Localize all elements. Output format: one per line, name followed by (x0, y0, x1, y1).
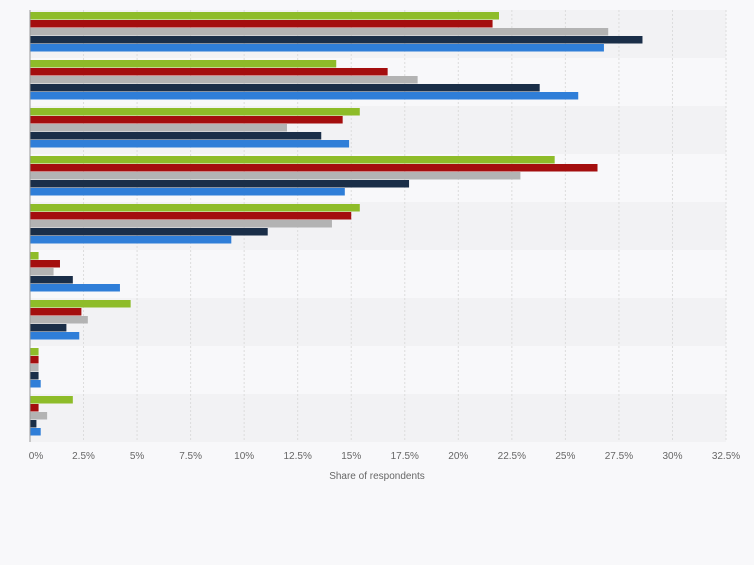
x-tick-label: 2.5% (72, 451, 95, 462)
bar[interactable] (30, 36, 643, 44)
bar[interactable] (30, 180, 410, 188)
bars (30, 12, 643, 436)
bar[interactable] (30, 260, 60, 268)
bar[interactable] (30, 324, 67, 332)
bar[interactable] (30, 308, 82, 316)
bar[interactable] (30, 316, 88, 324)
bar[interactable] (30, 228, 268, 236)
bar[interactable] (30, 20, 493, 28)
x-tick-label: 17.5% (391, 451, 419, 462)
bar[interactable] (30, 412, 48, 420)
bar[interactable] (30, 332, 80, 340)
x-tick-label: 7.5% (179, 451, 202, 462)
bar[interactable] (30, 68, 388, 76)
bar[interactable] (30, 76, 418, 84)
category-band (30, 250, 726, 298)
x-axis-ticks: 0% 2.5% 5% 7.5% 10% 12.5% 15% 17.5% 20% 22.5% 25% 2… (29, 451, 741, 462)
bar[interactable] (30, 212, 352, 220)
bar[interactable] (30, 284, 120, 292)
category-band (30, 394, 726, 442)
bar[interactable] (30, 348, 39, 356)
bar[interactable] (30, 92, 579, 100)
bar[interactable] (30, 28, 609, 36)
x-tick-label: 10% (234, 451, 254, 462)
bar[interactable] (30, 276, 73, 284)
bar[interactable] (30, 220, 332, 228)
bar[interactable] (30, 300, 131, 308)
bar[interactable] (30, 372, 39, 380)
x-tick-label: 12.5% (284, 451, 312, 462)
bar[interactable] (30, 84, 540, 92)
bar[interactable] (30, 188, 345, 196)
bar[interactable] (30, 140, 350, 148)
x-tick-label: 15% (341, 451, 361, 462)
bar[interactable] (30, 356, 39, 364)
bar[interactable] (30, 428, 41, 436)
bar[interactable] (30, 268, 54, 276)
bar[interactable] (30, 204, 360, 212)
bar[interactable] (30, 252, 39, 260)
bar[interactable] (30, 12, 499, 20)
bar[interactable] (30, 44, 604, 52)
bar[interactable] (30, 164, 598, 172)
x-tick-label: 25% (555, 451, 575, 462)
bar[interactable] (30, 396, 73, 404)
category-band (30, 298, 726, 346)
bar[interactable] (30, 132, 322, 140)
x-axis-title: Share of respondents (329, 471, 425, 482)
bar[interactable] (30, 404, 39, 412)
category-band (30, 346, 726, 394)
bar[interactable] (30, 116, 343, 124)
bar[interactable] (30, 172, 521, 180)
bar[interactable] (30, 420, 37, 428)
x-tick-label: 5% (130, 451, 145, 462)
bar[interactable] (30, 156, 555, 164)
x-tick-label: 0% (29, 451, 44, 462)
bar[interactable] (30, 60, 337, 68)
bar[interactable] (30, 108, 360, 116)
bar[interactable] (30, 364, 39, 372)
x-tick-label: 27.5% (605, 451, 633, 462)
x-tick-label: 20% (448, 451, 468, 462)
x-tick-label: 32.5% (712, 451, 740, 462)
bar[interactable] (30, 380, 41, 388)
x-tick-label: 22.5% (498, 451, 526, 462)
bar[interactable] (30, 124, 287, 132)
bar[interactable] (30, 236, 232, 244)
x-tick-label: 30% (662, 451, 682, 462)
